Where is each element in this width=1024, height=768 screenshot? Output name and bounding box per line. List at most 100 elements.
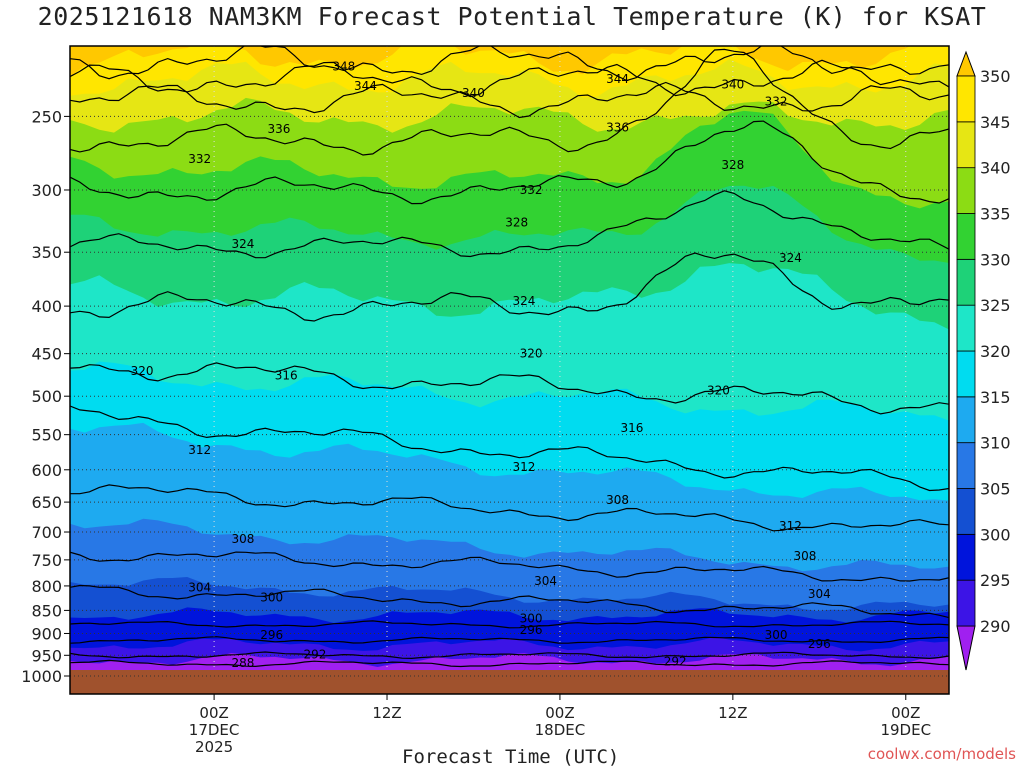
contour-324	[70, 252, 949, 322]
colorbar-segment	[956, 579, 976, 627]
y-tick-label: 550	[31, 426, 62, 445]
colorbar-label: 300	[980, 525, 1011, 544]
chart-title: 2025121618 NAM3KM Forecast Potential Tem…	[37, 2, 987, 31]
contour-label: 324	[231, 237, 254, 251]
contour-316	[70, 405, 949, 492]
pressure-axis: 250 300 350 400 450 500 550 600 650 700 750 800 850 9…	[21, 107, 70, 686]
contour-296	[70, 636, 949, 644]
contour-labels: 348 344 340 344 340 336 336 332 332 332 328 328 324 3…	[131, 60, 831, 670]
band-below-290	[70, 653, 949, 670]
contour-label: 292	[664, 655, 687, 669]
y-tick-label: 300	[31, 181, 62, 200]
contour-320	[70, 362, 949, 415]
y-tick-label: 450	[31, 345, 62, 364]
contour-label: 324	[779, 251, 802, 265]
contour-label: 320	[707, 383, 730, 397]
contour-label: 332	[765, 95, 788, 109]
y-tick-label: 500	[31, 387, 62, 406]
y-tick-label: 800	[31, 577, 62, 596]
colorbar-segment	[956, 488, 976, 535]
contour-label: 300	[765, 628, 788, 642]
y-tick-label: 900	[31, 624, 62, 643]
colorbar: 290 295 300 305 310 315 320 325 330 335 340 345 350	[956, 50, 1011, 671]
x-tick-label: 12Z	[718, 704, 747, 722]
x-tick-label: 17DEC	[189, 721, 240, 739]
contour-label: 312	[779, 519, 802, 533]
contour-312	[70, 484, 949, 532]
colorbar-segment	[956, 533, 976, 581]
colorbar-label: 290	[980, 617, 1011, 636]
contour-304	[70, 584, 949, 619]
contour-label: 320	[131, 364, 154, 378]
y-tick-label: 950	[31, 646, 62, 665]
contour-label: 308	[606, 493, 629, 507]
contour-label: 304	[808, 587, 831, 601]
contour-340	[70, 81, 949, 119]
contour-label: 304	[188, 580, 211, 594]
colorbar-top-arrow	[956, 50, 976, 77]
colorbar-segment	[956, 167, 976, 214]
contour-label: 296	[808, 637, 831, 651]
contour-332	[70, 120, 949, 205]
contour-label: 300	[260, 590, 283, 604]
y-tick-label: 400	[31, 297, 62, 316]
contour-label: 300	[520, 611, 543, 625]
contour-348	[70, 46, 949, 82]
contour-label: 304	[534, 574, 557, 588]
contour-label: 332	[188, 152, 211, 166]
contour-label: 328	[721, 158, 744, 172]
y-tick-label: 250	[31, 107, 62, 126]
colorbar-label: 315	[980, 388, 1011, 407]
y-tick-label: 750	[31, 551, 62, 570]
contour-label: 308	[231, 532, 254, 546]
x-tick-label: 00Z	[891, 704, 920, 722]
y-tick-label: 1000	[21, 667, 62, 686]
colorbar-segment	[956, 213, 976, 260]
x-tick-label: 00Z	[199, 704, 228, 722]
contour-328	[70, 190, 949, 259]
x-tick-label: 12Z	[372, 704, 401, 722]
contour-label: 324	[512, 294, 535, 308]
contour-label: 296	[520, 623, 543, 637]
colorbar-label: 345	[980, 113, 1011, 132]
contour-label: 336	[606, 121, 629, 135]
contour-label: 340	[462, 86, 485, 100]
colorbar-label: 305	[980, 480, 1011, 499]
ground-fill	[70, 670, 949, 694]
colorbar-label: 325	[980, 296, 1011, 315]
contour-label: 292	[304, 647, 327, 661]
x-axis-title: Forecast Time (UTC)	[402, 746, 620, 768]
source-credit[interactable]: coolwx.com/models	[867, 745, 1016, 763]
colorbar-segment	[956, 350, 976, 398]
colorbar-bottom-arrow	[956, 625, 976, 671]
contour-288	[70, 659, 949, 668]
contour-label: 316	[275, 368, 298, 382]
ground-below-surface	[70, 670, 949, 694]
colorbar-label: 320	[980, 342, 1011, 361]
colorbar-segment	[956, 75, 976, 123]
colorbar-segment	[956, 121, 976, 169]
colorbar-label: 340	[980, 159, 1011, 178]
contour-label: 344	[606, 72, 629, 86]
contour-label: 296	[260, 628, 283, 642]
y-tick-label: 650	[31, 493, 62, 512]
contour-label: 316	[621, 421, 644, 435]
contour-label: 344	[354, 79, 377, 93]
contour-label: 328	[505, 215, 528, 229]
contour-label: 332	[520, 183, 543, 197]
contour-label: 348	[332, 60, 355, 74]
contour-308	[70, 551, 949, 582]
contour-label: 288	[231, 656, 254, 670]
x-tick-label: 19DEC	[880, 721, 931, 739]
colorbar-segment	[956, 258, 976, 306]
y-tick-label: 350	[31, 243, 62, 262]
contour-label: 340	[721, 77, 744, 91]
y-tick-label: 700	[31, 523, 62, 542]
colorbar-segment	[956, 442, 976, 489]
colorbar-label: 350	[980, 67, 1011, 86]
contour-label: 308	[793, 549, 816, 563]
contour-292	[70, 651, 949, 660]
contour-label: 320	[520, 347, 543, 361]
contour-label: 312	[188, 443, 211, 457]
